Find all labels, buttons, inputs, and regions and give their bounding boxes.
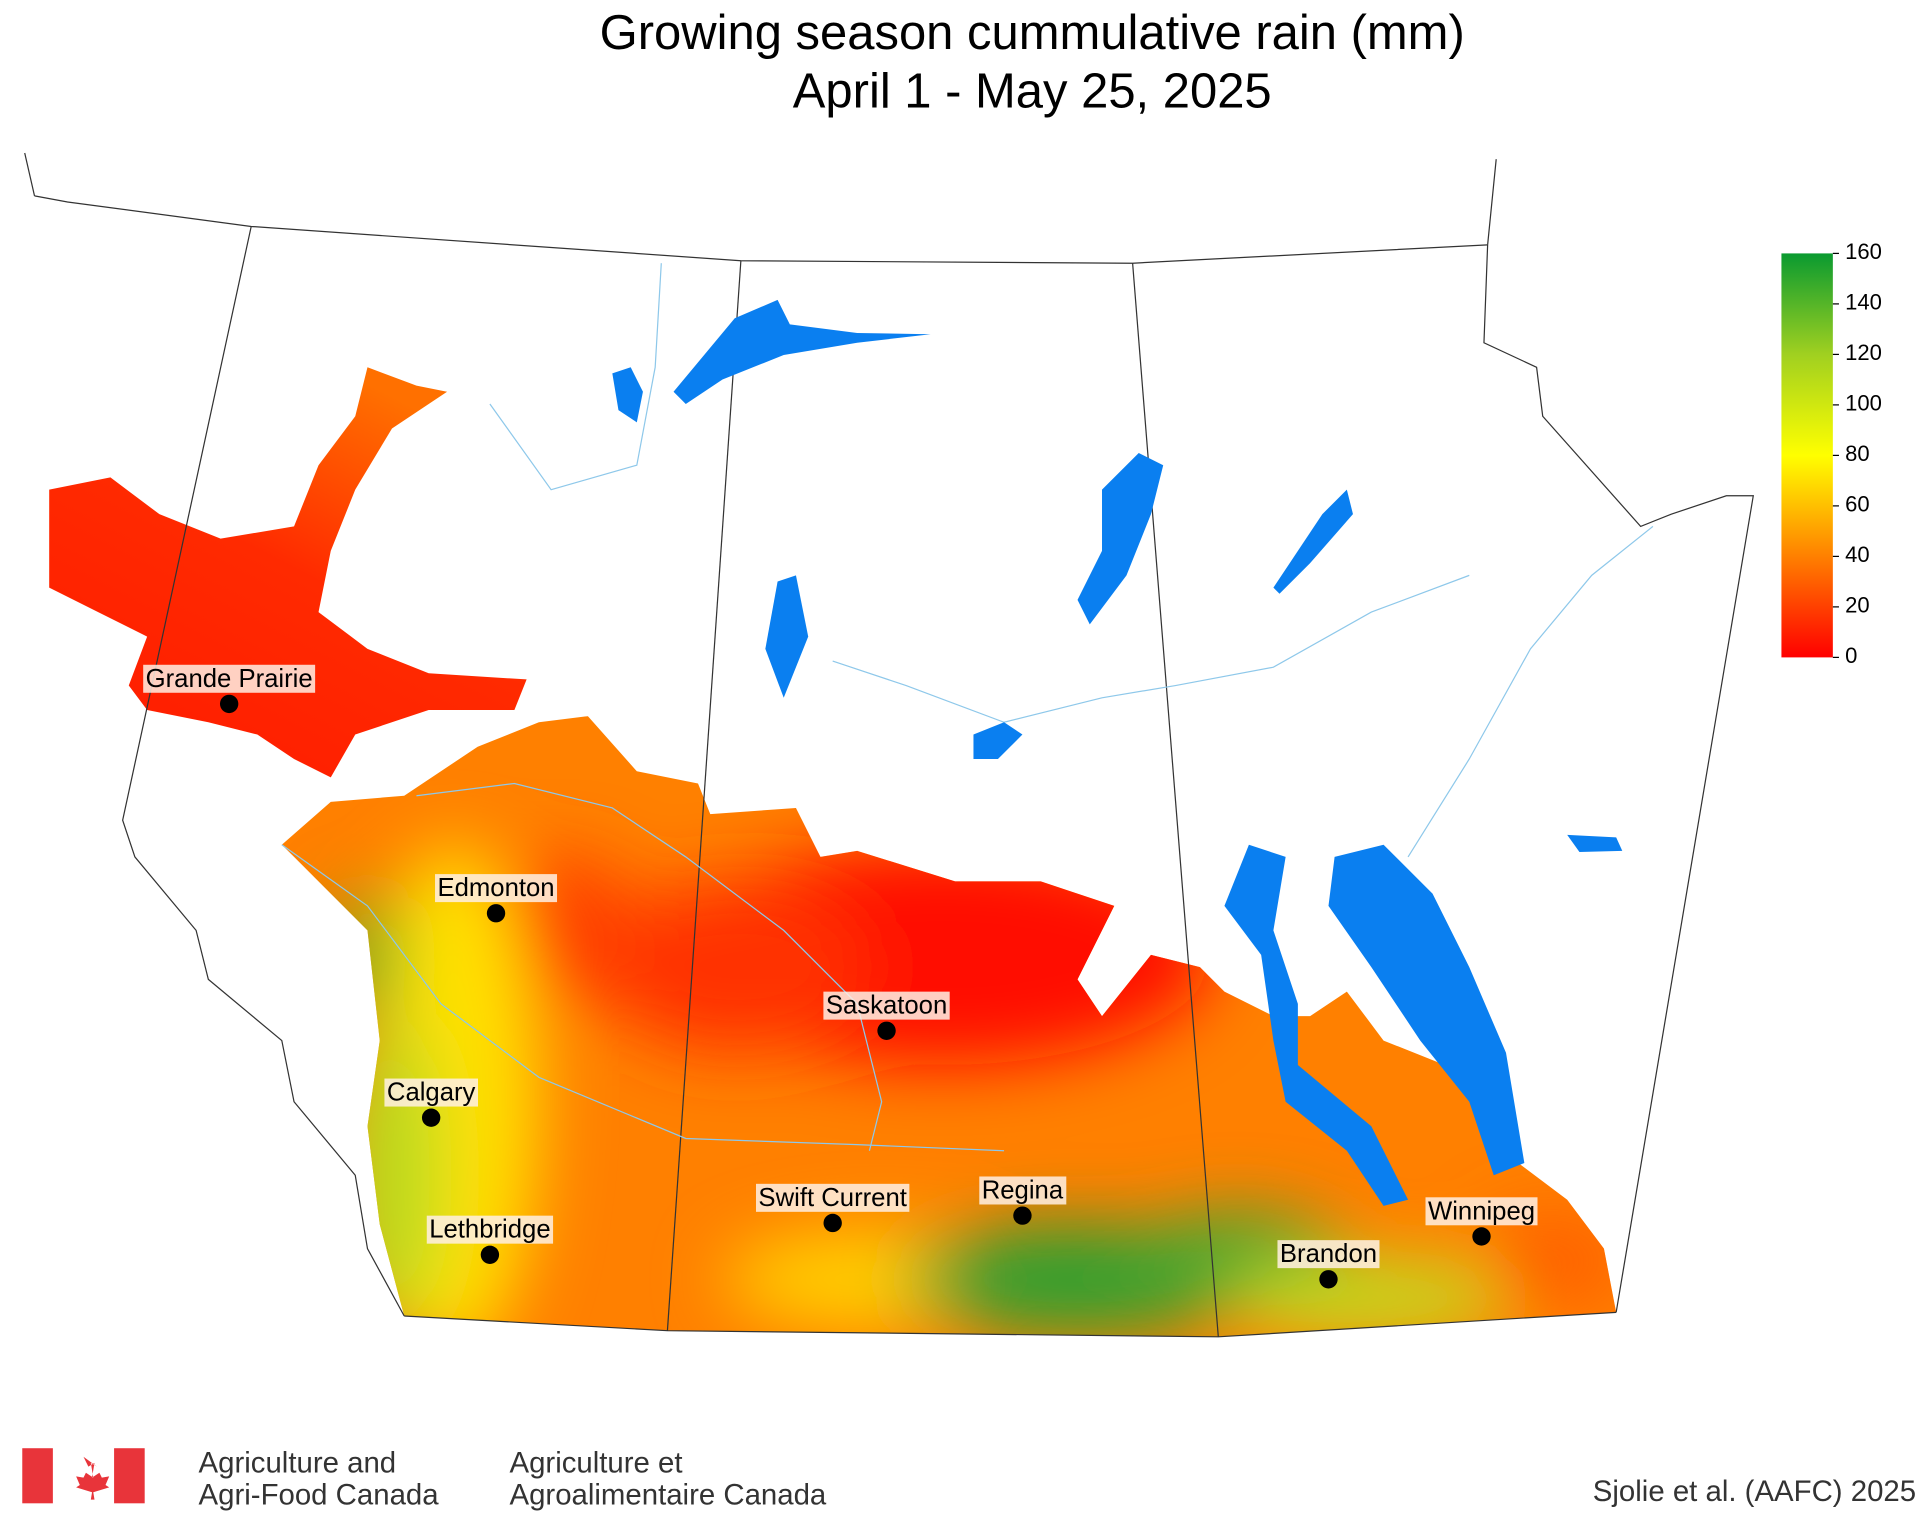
city-label: Swift Current	[758, 1184, 906, 1212]
border	[122, 226, 405, 1317]
city-label: Lethbridge	[429, 1216, 550, 1244]
city-marker	[877, 1021, 896, 1040]
city-marker	[823, 1213, 842, 1233]
subtitle: April 1 - May 25, 2025	[793, 65, 1272, 119]
city-label-bg	[143, 664, 316, 693]
city-label-bg	[1277, 1240, 1380, 1269]
colorbar-tick-label: 20	[1845, 593, 1870, 618]
colorbar-tick-label: 120	[1845, 340, 1882, 365]
rain-area-north	[49, 367, 527, 778]
cities: Grande Prairie Edmonton Saskatoon Calgary Sw…	[143, 664, 1538, 1289]
city-label-bg	[435, 874, 558, 903]
colorbar-tick-label: 160	[1845, 239, 1882, 264]
lake	[1077, 452, 1164, 625]
city-label: Grande Prairie	[146, 665, 313, 693]
city-label: Regina	[982, 1176, 1064, 1204]
colorbar-tick-label: 0	[1845, 643, 1857, 668]
lake	[973, 722, 1023, 759]
credit: Sjolie et al. (AAFC) 2025	[1593, 1475, 1916, 1508]
colorbar-tick-label: 140	[1845, 290, 1882, 315]
city-marker	[421, 1108, 441, 1127]
colorbar-scale	[1781, 253, 1833, 658]
footer-english: Agriculture and	[199, 1447, 397, 1480]
logo	[22, 1448, 145, 1504]
lake	[765, 575, 809, 698]
city-marker	[1319, 1270, 1338, 1289]
border	[24, 152, 36, 197]
city-label: Winnipeg	[1428, 1197, 1535, 1225]
city-label: Edmonton	[437, 874, 554, 902]
footer-french: Agroalimentaire Canada	[509, 1479, 826, 1512]
river	[1407, 525, 1654, 858]
city-marker	[1013, 1206, 1032, 1225]
lake	[612, 367, 643, 423]
city-label-bg	[979, 1176, 1067, 1205]
city-label-bg	[756, 1183, 910, 1212]
border	[1487, 159, 1497, 245]
river	[281, 844, 1005, 1152]
colorbar-tick-label: 100	[1845, 391, 1882, 416]
city-label: Brandon	[1280, 1240, 1377, 1268]
border	[1483, 244, 1755, 1313]
city-marker	[480, 1245, 500, 1264]
lake	[1224, 844, 1409, 1206]
river	[416, 782, 883, 1151]
border	[1132, 263, 1219, 1337]
city-label-bg	[823, 991, 950, 1020]
colorbar-tick-label: 60	[1845, 492, 1870, 517]
city-marker	[486, 904, 506, 923]
border	[666, 260, 742, 1331]
city-label-bg	[426, 1215, 554, 1244]
lake	[1328, 844, 1525, 1176]
river	[489, 263, 662, 491]
border	[404, 1311, 1617, 1338]
city-label-bg	[384, 1078, 479, 1107]
city-marker	[219, 694, 239, 714]
lake	[1273, 489, 1353, 594]
colorbar-tick-label: 80	[1845, 441, 1870, 466]
lake	[1567, 834, 1623, 853]
border	[34, 195, 1488, 264]
lake	[673, 299, 931, 404]
city-marker	[1472, 1227, 1491, 1246]
colorbar: 0 20 40 60 80 100 120 140 160	[1781, 239, 1882, 668]
city-label-bg	[1425, 1197, 1538, 1226]
city-label: Calgary	[387, 1079, 476, 1107]
footer-english: Agri-Food Canada	[199, 1479, 440, 1512]
colorbar-tick-label: 40	[1845, 542, 1870, 567]
city-label: Saskatoon	[826, 992, 947, 1020]
river	[832, 574, 1470, 723]
title: Growing season cummulative rain (mm)	[600, 6, 1465, 60]
footer-french: Agriculture et	[509, 1447, 682, 1480]
